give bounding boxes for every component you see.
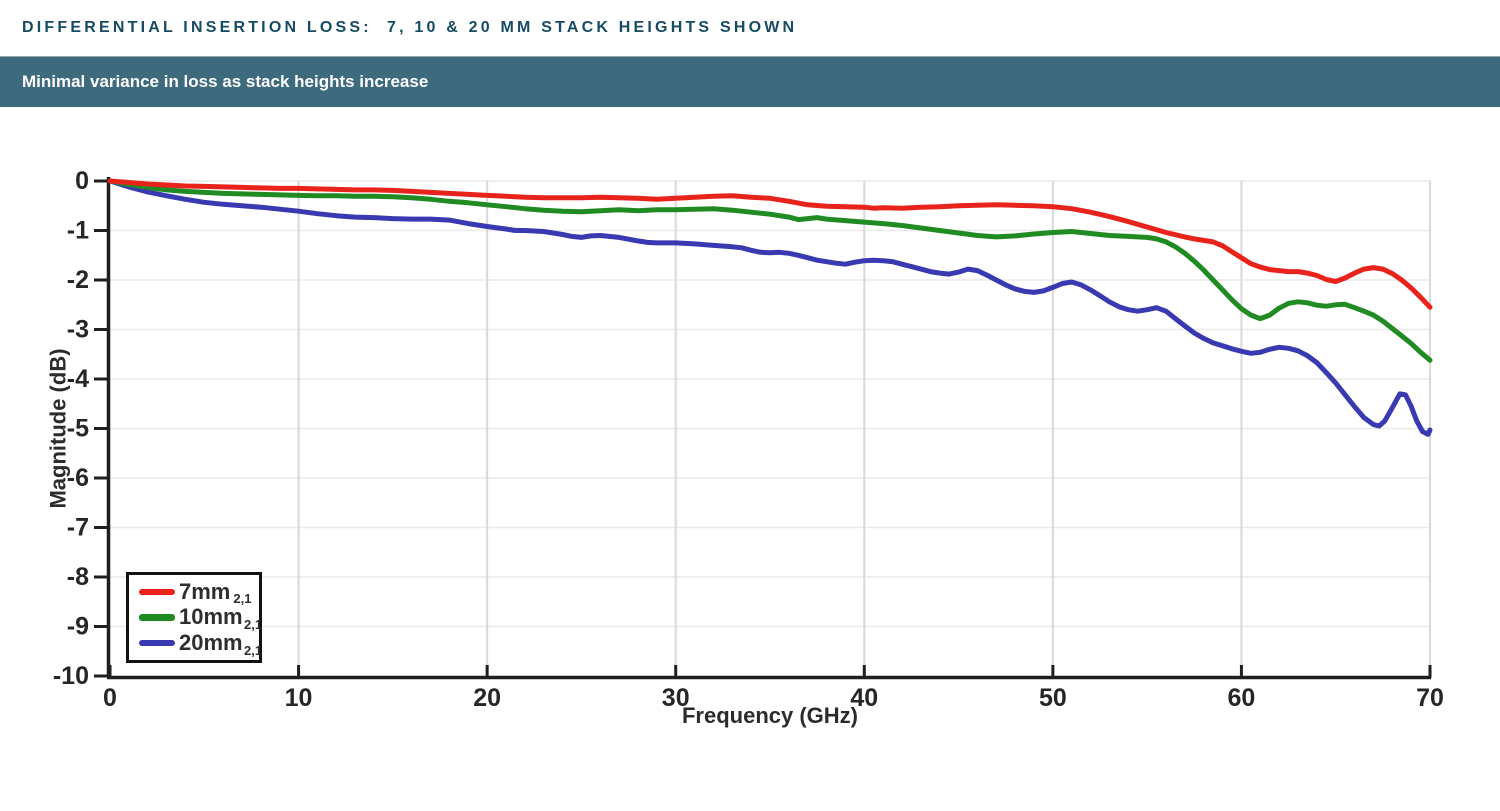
x-axis-label: Frequency (GHz) [682, 703, 858, 728]
series-line-10mm [107, 178, 1433, 363]
x-tick-label: 10 [285, 684, 313, 712]
subtitle-banner: Minimal variance in loss as stack height… [0, 56, 1500, 107]
legend-label-20mm: 20mm [179, 630, 243, 656]
y-tick-label: -4 [67, 365, 89, 393]
y-tick-label: -6 [67, 464, 89, 492]
page-title: DIFFERENTIAL INSERTION LOSS: 7, 10 & 20 … [22, 19, 798, 36]
legend-swatch-20mm [139, 639, 175, 647]
y-tick-label: -7 [67, 514, 89, 542]
legend-subscript-7mm: 2,1 [233, 591, 252, 607]
x-tick-label: 70 [1416, 684, 1444, 712]
y-tick-label: -1 [67, 217, 89, 245]
legend-item-20mm: 20mm 2,1 [139, 630, 262, 657]
x-tick-label: 0 [103, 684, 117, 712]
chart-legend: 7mm 2,1 10mm 2,1 20mm 2,1 [126, 572, 262, 663]
legend-label-7mm: 7mm [179, 578, 231, 604]
legend-subscript-10mm: 2,1 [244, 616, 263, 632]
y-tick-label: -3 [67, 316, 89, 344]
y-tick-label: -5 [67, 415, 89, 443]
x-tick-label: 40 [850, 684, 878, 712]
x-tick-label: 50 [1039, 684, 1067, 712]
legend-item-7mm: 7mm 2,1 [139, 578, 252, 607]
banner-subtitle: Minimal variance in loss as stack height… [22, 72, 429, 91]
x-tick-label: 60 [1228, 684, 1256, 712]
legend-label-10mm: 10mm [179, 604, 243, 630]
y-tick-label: -10 [53, 662, 89, 690]
title-bar: DIFFERENTIAL INSERTION LOSS: 7, 10 & 20 … [0, 0, 1500, 56]
y-tick-label: -8 [67, 563, 89, 591]
series-line-20mm [107, 178, 1433, 437]
legend-subscript-20mm: 2,1 [244, 642, 263, 658]
x-tick-label: 30 [662, 684, 690, 712]
legend-swatch-7mm [139, 588, 175, 596]
insertion-loss-chart: 0 -1 -2 -3 -4 -5 -6 -7 -8 -9 -10 0 10 20 30 40 50 60 70 Fre… [0, 110, 1500, 810]
y-tick-label: 0 [75, 167, 89, 195]
y-axis-label: Magnitude (dB) [46, 348, 71, 508]
y-tick-label: -9 [67, 613, 89, 641]
x-tick-label: 20 [473, 684, 501, 712]
series-line-7mm [107, 178, 1433, 310]
legend-swatch-10mm [139, 614, 175, 621]
chart-canvas: 0 -1 -2 -3 -4 -5 -6 -7 -8 -9 -10 0 10 20 30 40 50 60 70 Fre… [46, 167, 1444, 728]
y-tick-label: -2 [67, 266, 89, 294]
legend-item-10mm: 10mm 2,1 [139, 604, 262, 631]
